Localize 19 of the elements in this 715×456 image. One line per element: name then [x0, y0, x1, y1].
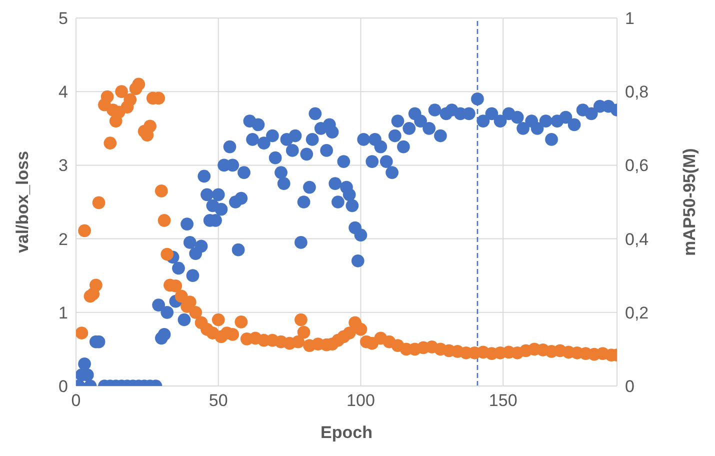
y2-tick-label: 0,4 — [625, 230, 649, 249]
x-tick-label: 0 — [71, 391, 81, 410]
y-tick-label: 2 — [58, 230, 68, 249]
x-tick-label: 150 — [488, 391, 518, 410]
y-tick-label: 5 — [58, 9, 68, 28]
y2-axis-title: mAP50-95(M) — [680, 148, 700, 256]
y-tick-label: 3 — [58, 156, 68, 176]
y-axis-title: val/box_loss — [13, 150, 32, 254]
y2-tick-label: 0 — [625, 377, 634, 396]
y2-tick-label: 0,8 — [625, 82, 649, 102]
y2-tick-label: 0,6 — [625, 156, 649, 176]
x-tick-label: 50 — [208, 391, 228, 410]
x-axis-title: Epoch — [320, 423, 372, 442]
y-tick-label: 0 — [58, 377, 68, 396]
y2-tick-label: 1 — [625, 9, 634, 28]
y-tick-label: 1 — [58, 303, 68, 322]
x-tick-label: 100 — [346, 391, 375, 410]
y2-tick-label: 0,2 — [625, 303, 649, 322]
y-tick-label: 4 — [58, 82, 68, 102]
